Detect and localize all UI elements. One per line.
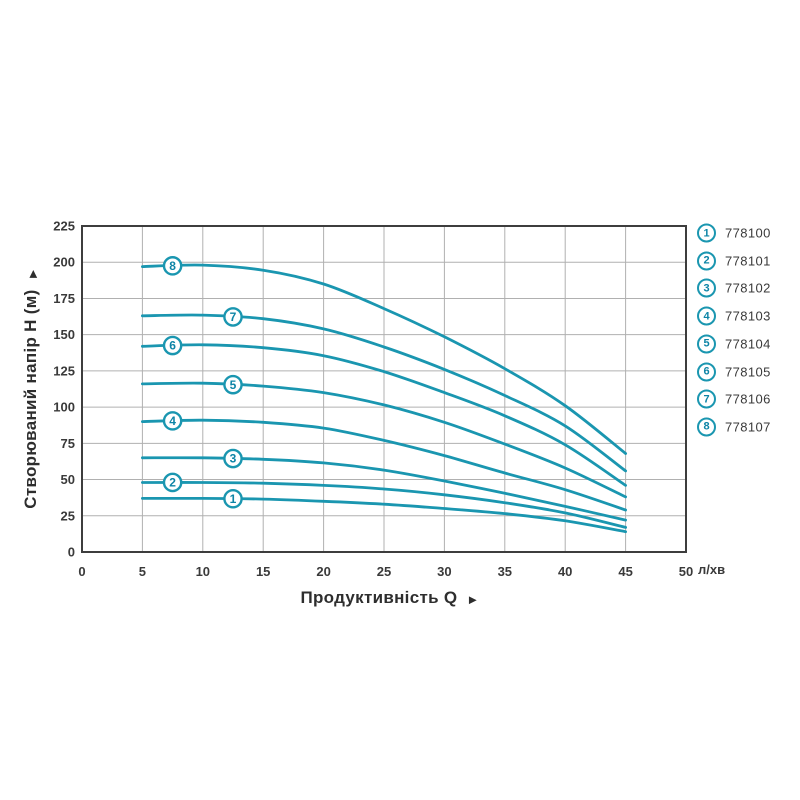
curve-marker-3: 3: [223, 448, 243, 469]
curve-marker-number: 1: [230, 492, 237, 506]
y-axis-title-text: Створюваний напір H (м): [21, 289, 40, 509]
curve-marker-5: 5: [223, 374, 243, 395]
curve-marker-6: 6: [162, 335, 183, 356]
y-tick-label: 0: [68, 545, 75, 560]
curve-marker-4: 4: [162, 411, 183, 431]
y-tick-label: 175: [53, 291, 75, 306]
curve-marker-number: 3: [230, 452, 237, 466]
curve-2: [141, 481, 627, 529]
x-tick-label: 20: [316, 564, 330, 579]
x-axis-title-text: Продуктивність Q: [300, 588, 458, 607]
x-tick-label: 45: [618, 564, 632, 579]
x-axis-unit-label: л/хв: [698, 562, 726, 577]
y-tick-label: 50: [61, 472, 75, 487]
curve-marker-1: 1: [223, 488, 243, 509]
curve-8: [141, 263, 627, 455]
curve-marker-number: 8: [169, 259, 176, 273]
curve-3: [141, 456, 627, 522]
curve-marker-circle: [162, 256, 183, 276]
y-tick-label: 25: [61, 508, 75, 523]
x-tick-label: 5: [139, 564, 146, 579]
plot-border: [81, 225, 687, 553]
x-tick-label: 15: [256, 564, 270, 579]
y-tick-label: 225: [53, 219, 75, 234]
y-tick-label: 75: [61, 436, 75, 451]
curve-marker-circle: [223, 374, 243, 395]
y-tick-label: 125: [53, 363, 75, 378]
curve-marker-7: 7: [223, 307, 243, 327]
curve-marker-circle: [162, 335, 183, 356]
curve-6: [141, 343, 627, 487]
curve-marker-number: 6: [169, 339, 176, 353]
x-axis-title: Продуктивність Q ►: [300, 588, 479, 608]
x-tick-label: 35: [498, 564, 512, 579]
x-tick-label: 0: [78, 564, 85, 579]
curve-marker-number: 5: [230, 378, 237, 392]
y-axis-arrow-icon: ►: [24, 267, 40, 281]
curve-1: [141, 496, 627, 534]
y-tick-label: 150: [53, 327, 75, 342]
x-tick-label: 40: [558, 564, 572, 579]
curve-marker-number: 4: [169, 414, 176, 428]
x-tick-label: 50: [679, 564, 693, 579]
curve-marker-circle: [223, 307, 243, 327]
y-tick-label: 100: [53, 400, 75, 415]
curve-marker-circle: [223, 488, 243, 509]
curve-4: [141, 418, 627, 512]
x-tick-label: 10: [196, 564, 210, 579]
curve-marker-circle: [162, 472, 183, 493]
x-axis-arrow-icon: ►: [466, 591, 480, 607]
x-tick-label: 25: [377, 564, 391, 579]
curve-marker-number: 2: [169, 476, 176, 490]
y-axis-title: Створюваний напір H (м) ►: [21, 267, 41, 508]
y-tick-label: 200: [53, 255, 75, 270]
x-tick-label: 30: [437, 564, 451, 579]
curve-marker-circle: [162, 411, 183, 431]
curve-marker-number: 7: [230, 310, 237, 324]
curve-marker-8: 8: [162, 256, 183, 276]
curve-marker-2: 2: [162, 472, 183, 493]
curve-marker-circle: [223, 448, 243, 469]
